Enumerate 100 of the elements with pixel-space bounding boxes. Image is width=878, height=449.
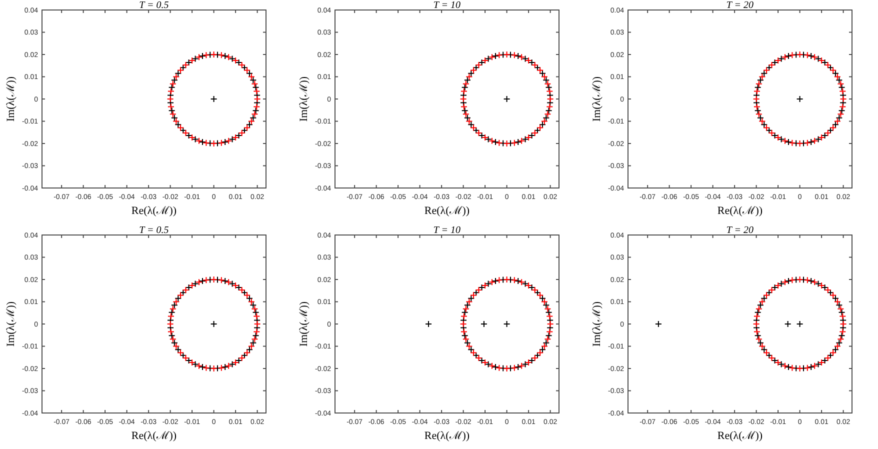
point bbox=[192, 136, 199, 143]
point bbox=[238, 61, 246, 68]
point bbox=[174, 70, 182, 77]
point bbox=[464, 339, 471, 346]
point bbox=[172, 73, 180, 80]
point bbox=[778, 280, 785, 288]
point bbox=[546, 96, 554, 102]
point bbox=[540, 73, 548, 80]
point bbox=[538, 70, 546, 77]
point bbox=[834, 342, 841, 350]
point bbox=[546, 320, 554, 328]
point bbox=[536, 124, 544, 132]
point bbox=[834, 73, 841, 80]
point bbox=[528, 59, 536, 66]
point bbox=[804, 364, 811, 372]
point bbox=[248, 342, 255, 350]
point bbox=[771, 356, 778, 364]
point bbox=[470, 292, 478, 299]
point bbox=[484, 55, 492, 62]
point bbox=[832, 121, 839, 128]
point bbox=[228, 55, 236, 62]
chart-title: T = 0.5 bbox=[139, 0, 169, 11]
point bbox=[460, 96, 467, 102]
point bbox=[464, 114, 471, 122]
point bbox=[177, 292, 184, 299]
point bbox=[839, 88, 846, 95]
point bbox=[475, 130, 482, 137]
point bbox=[235, 132, 242, 139]
point bbox=[218, 364, 225, 372]
point bbox=[654, 320, 662, 328]
y-axis-title: Im(λ(ℳ)) bbox=[298, 301, 310, 347]
chart-title: T = 0.5 bbox=[139, 225, 169, 236]
point bbox=[544, 80, 552, 88]
point bbox=[188, 358, 196, 366]
point bbox=[766, 289, 773, 296]
point bbox=[210, 320, 218, 328]
point bbox=[425, 320, 432, 328]
point bbox=[518, 362, 526, 370]
point bbox=[540, 118, 548, 125]
point bbox=[182, 61, 190, 68]
point bbox=[534, 126, 541, 134]
point bbox=[244, 66, 251, 74]
point bbox=[460, 324, 468, 332]
point bbox=[542, 76, 550, 84]
point bbox=[832, 346, 839, 354]
point bbox=[811, 278, 818, 286]
point bbox=[763, 124, 770, 132]
point bbox=[758, 118, 766, 125]
point bbox=[170, 339, 178, 346]
point bbox=[478, 59, 486, 66]
point bbox=[251, 110, 258, 118]
point bbox=[478, 356, 486, 364]
point bbox=[804, 52, 811, 59]
point bbox=[514, 52, 522, 60]
point bbox=[172, 298, 180, 306]
point bbox=[185, 132, 192, 139]
point bbox=[756, 76, 764, 84]
point bbox=[210, 276, 218, 283]
point bbox=[177, 124, 184, 132]
point bbox=[235, 59, 242, 66]
point bbox=[545, 332, 552, 340]
point bbox=[531, 354, 538, 362]
point bbox=[768, 130, 776, 137]
point bbox=[528, 284, 536, 292]
point bbox=[478, 284, 486, 292]
point bbox=[546, 88, 554, 95]
point bbox=[460, 320, 467, 328]
point bbox=[225, 137, 232, 144]
point bbox=[192, 55, 199, 62]
point bbox=[253, 103, 260, 110]
point bbox=[468, 346, 475, 354]
point bbox=[531, 286, 538, 294]
point bbox=[836, 302, 843, 309]
point bbox=[826, 64, 834, 72]
point bbox=[177, 349, 184, 356]
point bbox=[246, 70, 253, 77]
point bbox=[536, 349, 544, 356]
point bbox=[525, 57, 532, 64]
point bbox=[510, 52, 518, 59]
point bbox=[496, 276, 503, 284]
point bbox=[478, 132, 486, 139]
point bbox=[182, 130, 190, 137]
point bbox=[185, 59, 192, 66]
point bbox=[192, 280, 199, 288]
point bbox=[482, 57, 489, 64]
point bbox=[840, 324, 847, 332]
point bbox=[753, 99, 760, 106]
point bbox=[192, 360, 199, 368]
point bbox=[814, 55, 822, 62]
point bbox=[202, 276, 210, 284]
point bbox=[488, 137, 496, 144]
point bbox=[840, 99, 847, 106]
point bbox=[492, 363, 499, 370]
point bbox=[763, 292, 770, 299]
x-axis-title: Re(λ(ℳ)) bbox=[131, 430, 177, 442]
point bbox=[826, 289, 834, 296]
point bbox=[472, 126, 480, 134]
point bbox=[784, 278, 792, 285]
point bbox=[196, 137, 203, 144]
point bbox=[254, 96, 261, 102]
